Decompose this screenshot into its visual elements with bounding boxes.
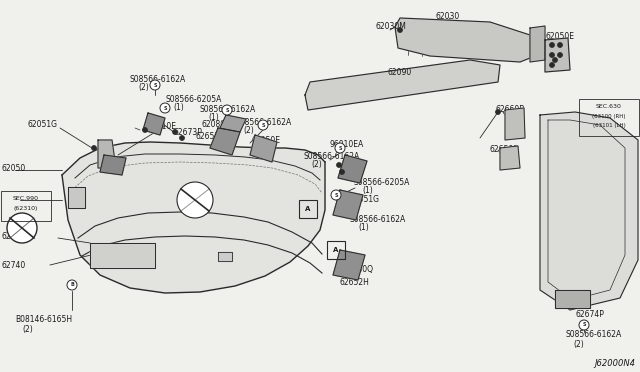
- Circle shape: [67, 280, 77, 290]
- Text: S08566-6162A: S08566-6162A: [200, 105, 256, 114]
- Circle shape: [552, 58, 557, 62]
- Text: 62740: 62740: [2, 260, 26, 269]
- Circle shape: [557, 42, 563, 48]
- Text: 62050: 62050: [2, 164, 26, 173]
- Text: S: S: [339, 145, 342, 151]
- Circle shape: [150, 80, 160, 90]
- Circle shape: [331, 190, 341, 200]
- Circle shape: [177, 182, 213, 218]
- Polygon shape: [333, 190, 363, 220]
- Text: 62652H: 62652H: [340, 278, 370, 287]
- Polygon shape: [100, 155, 126, 175]
- Text: S08566-6205A: S08566-6205A: [354, 178, 410, 187]
- Text: (2): (2): [22, 325, 33, 334]
- Text: 62090: 62090: [388, 68, 412, 77]
- Text: 62651: 62651: [2, 231, 26, 241]
- Text: 62080P: 62080P: [202, 120, 231, 129]
- Text: 62051G: 62051G: [28, 119, 58, 128]
- Text: A: A: [333, 247, 339, 253]
- Text: (1): (1): [173, 103, 184, 112]
- Circle shape: [495, 109, 500, 115]
- Text: 62050E: 62050E: [252, 136, 281, 145]
- Polygon shape: [333, 250, 365, 280]
- Polygon shape: [530, 26, 545, 62]
- Text: (2): (2): [573, 340, 584, 349]
- Circle shape: [335, 143, 345, 153]
- Polygon shape: [555, 290, 590, 308]
- Circle shape: [337, 163, 342, 167]
- Text: 62050E: 62050E: [545, 32, 574, 41]
- Polygon shape: [338, 155, 367, 183]
- Text: S08566-6162A: S08566-6162A: [303, 152, 359, 161]
- Circle shape: [179, 135, 184, 141]
- Polygon shape: [90, 243, 155, 268]
- Text: S08566-6162A: S08566-6162A: [350, 215, 406, 224]
- Text: S08566-6162A: S08566-6162A: [235, 118, 291, 127]
- Text: S: S: [582, 323, 586, 327]
- Text: J62000N4: J62000N4: [594, 359, 635, 368]
- Polygon shape: [250, 135, 277, 162]
- Text: SEC.990: SEC.990: [13, 196, 39, 201]
- Circle shape: [258, 120, 268, 130]
- Text: 62673P: 62673P: [174, 128, 203, 137]
- Text: (62310): (62310): [14, 206, 38, 211]
- Text: A: A: [305, 206, 310, 212]
- Text: S08566-6162A: S08566-6162A: [565, 330, 621, 339]
- Text: 62030: 62030: [435, 12, 460, 21]
- Text: (2): (2): [138, 83, 148, 92]
- Text: 62080Q: 62080Q: [344, 265, 374, 274]
- Text: S: S: [261, 122, 265, 128]
- Text: (63101 (LH): (63101 (LH): [593, 123, 625, 128]
- Polygon shape: [500, 146, 520, 170]
- Circle shape: [339, 170, 344, 174]
- Polygon shape: [545, 38, 570, 72]
- Text: 62652H: 62652H: [195, 132, 225, 141]
- Text: S08566-6205A: S08566-6205A: [165, 95, 221, 104]
- Text: 62660B: 62660B: [495, 105, 524, 114]
- Text: B: B: [70, 282, 74, 288]
- Circle shape: [557, 52, 563, 58]
- Polygon shape: [220, 115, 246, 132]
- Text: (1): (1): [358, 223, 369, 232]
- Circle shape: [7, 213, 37, 243]
- Polygon shape: [540, 112, 638, 310]
- Polygon shape: [62, 142, 325, 293]
- Text: S: S: [163, 106, 167, 110]
- Text: B08146-6165H: B08146-6165H: [15, 315, 72, 324]
- Text: 62674P: 62674P: [575, 310, 604, 319]
- Circle shape: [550, 42, 554, 48]
- Text: S: S: [225, 108, 228, 112]
- Text: (1): (1): [208, 113, 219, 122]
- Circle shape: [160, 103, 170, 113]
- Text: (63100 (RH): (63100 (RH): [592, 114, 626, 119]
- Circle shape: [550, 52, 554, 58]
- Text: S08566-6162A: S08566-6162A: [130, 75, 186, 84]
- Text: 62650B: 62650B: [490, 145, 520, 154]
- Polygon shape: [395, 18, 530, 62]
- Circle shape: [550, 62, 554, 67]
- Circle shape: [92, 145, 97, 151]
- Text: 62030M: 62030M: [375, 22, 406, 31]
- Text: 62051G: 62051G: [350, 195, 380, 204]
- Text: SEC.630: SEC.630: [596, 104, 622, 109]
- Text: S: S: [153, 83, 157, 87]
- Polygon shape: [143, 113, 165, 135]
- Polygon shape: [305, 60, 500, 110]
- Text: S: S: [334, 192, 338, 198]
- Polygon shape: [505, 108, 525, 140]
- Text: (2): (2): [243, 126, 253, 135]
- Circle shape: [397, 28, 403, 32]
- Circle shape: [222, 105, 232, 115]
- Polygon shape: [218, 252, 232, 261]
- Circle shape: [143, 128, 147, 132]
- Polygon shape: [210, 128, 240, 155]
- Text: 96010E: 96010E: [148, 122, 177, 131]
- Text: 96010EA: 96010EA: [330, 140, 364, 149]
- Text: (2): (2): [311, 160, 322, 169]
- Polygon shape: [98, 140, 116, 168]
- Polygon shape: [68, 187, 85, 208]
- Text: (1): (1): [362, 186, 372, 195]
- Circle shape: [173, 129, 177, 135]
- Circle shape: [579, 320, 589, 330]
